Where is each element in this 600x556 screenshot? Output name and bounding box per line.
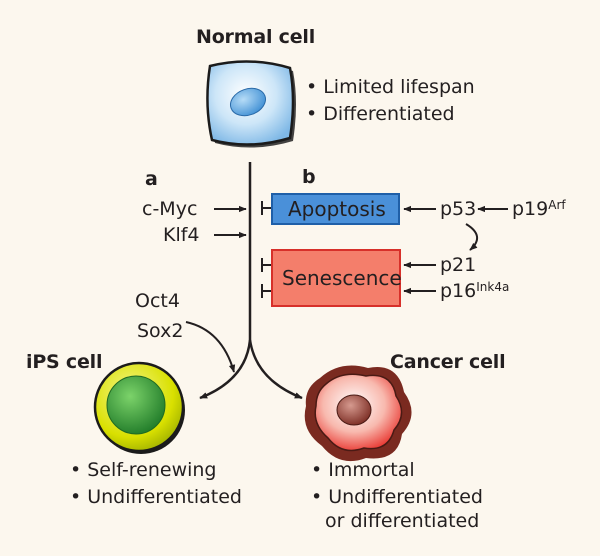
factor-cmyc: c-Myc bbox=[142, 198, 198, 220]
oct4-sox2-arrow bbox=[185, 321, 236, 373]
panel-label-b: b bbox=[302, 166, 316, 188]
protein-p16ink4a: p16Ink4a bbox=[440, 280, 510, 302]
factor-klf4: Klf4 bbox=[163, 224, 200, 246]
branch-to-ips bbox=[199, 339, 252, 400]
senescence-label: Senescence bbox=[282, 266, 402, 290]
protein-p21: p21 bbox=[440, 254, 477, 276]
cancer-cell-title: Cancer cell bbox=[390, 351, 506, 373]
protein-p16-base: p16 bbox=[440, 280, 477, 302]
cancer-cell-graphic bbox=[304, 365, 412, 462]
ips-cell-trait: Undifferentiated bbox=[70, 488, 242, 507]
protein-p19-sup: Arf bbox=[548, 198, 566, 212]
ips-cell-title: iPS cell bbox=[26, 351, 103, 373]
inhibition-marks bbox=[261, 201, 272, 298]
normal-cell-graphic bbox=[206, 60, 296, 148]
cancer-cell-trait-continuation: or differentiated bbox=[325, 510, 480, 532]
cancer-cell-trait: Undifferentiated bbox=[311, 488, 483, 507]
ips-cell-trait: Self-renewing bbox=[70, 461, 216, 480]
p53-to-p21-arrow bbox=[465, 223, 478, 251]
factor-sox2: Sox2 bbox=[137, 320, 184, 342]
factor-oct4: Oct4 bbox=[135, 290, 180, 312]
protein-p53: p53 bbox=[440, 198, 477, 220]
senescence-box bbox=[271, 249, 401, 307]
normal-cell-trait: Limited lifespan bbox=[306, 78, 474, 97]
panel-label-a: a bbox=[145, 168, 158, 190]
ips-cell-graphic bbox=[93, 361, 185, 454]
protein-p16-sup: Ink4a bbox=[476, 280, 510, 294]
normal-cell-trait: Differentiated bbox=[306, 105, 454, 124]
apoptosis-label: Apoptosis bbox=[288, 197, 386, 221]
branch-to-cancer bbox=[248, 339, 303, 400]
apoptosis-box bbox=[271, 193, 400, 225]
normal-cell-title: Normal cell bbox=[196, 26, 316, 48]
protein-p19-base: p19 bbox=[512, 198, 549, 220]
cancer-cell-trait: Immortal bbox=[311, 461, 414, 480]
protein-p19arf: p19Arf bbox=[512, 198, 566, 220]
